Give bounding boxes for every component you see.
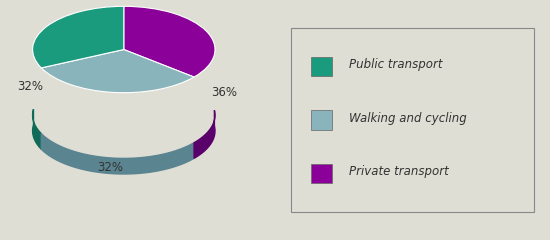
Polygon shape: [32, 109, 41, 149]
FancyBboxPatch shape: [311, 57, 332, 76]
Polygon shape: [41, 134, 194, 174]
Text: 32%: 32%: [17, 80, 43, 93]
Wedge shape: [41, 49, 194, 93]
Text: 36%: 36%: [211, 86, 238, 99]
Wedge shape: [124, 6, 215, 77]
Text: Private transport: Private transport: [349, 165, 449, 178]
FancyBboxPatch shape: [311, 164, 332, 183]
Polygon shape: [194, 110, 215, 158]
FancyBboxPatch shape: [311, 110, 332, 130]
Wedge shape: [32, 6, 124, 68]
Text: Public transport: Public transport: [349, 58, 443, 71]
Text: Walking and cycling: Walking and cycling: [349, 112, 467, 125]
Text: 32%: 32%: [97, 161, 123, 174]
FancyBboxPatch shape: [291, 28, 534, 212]
